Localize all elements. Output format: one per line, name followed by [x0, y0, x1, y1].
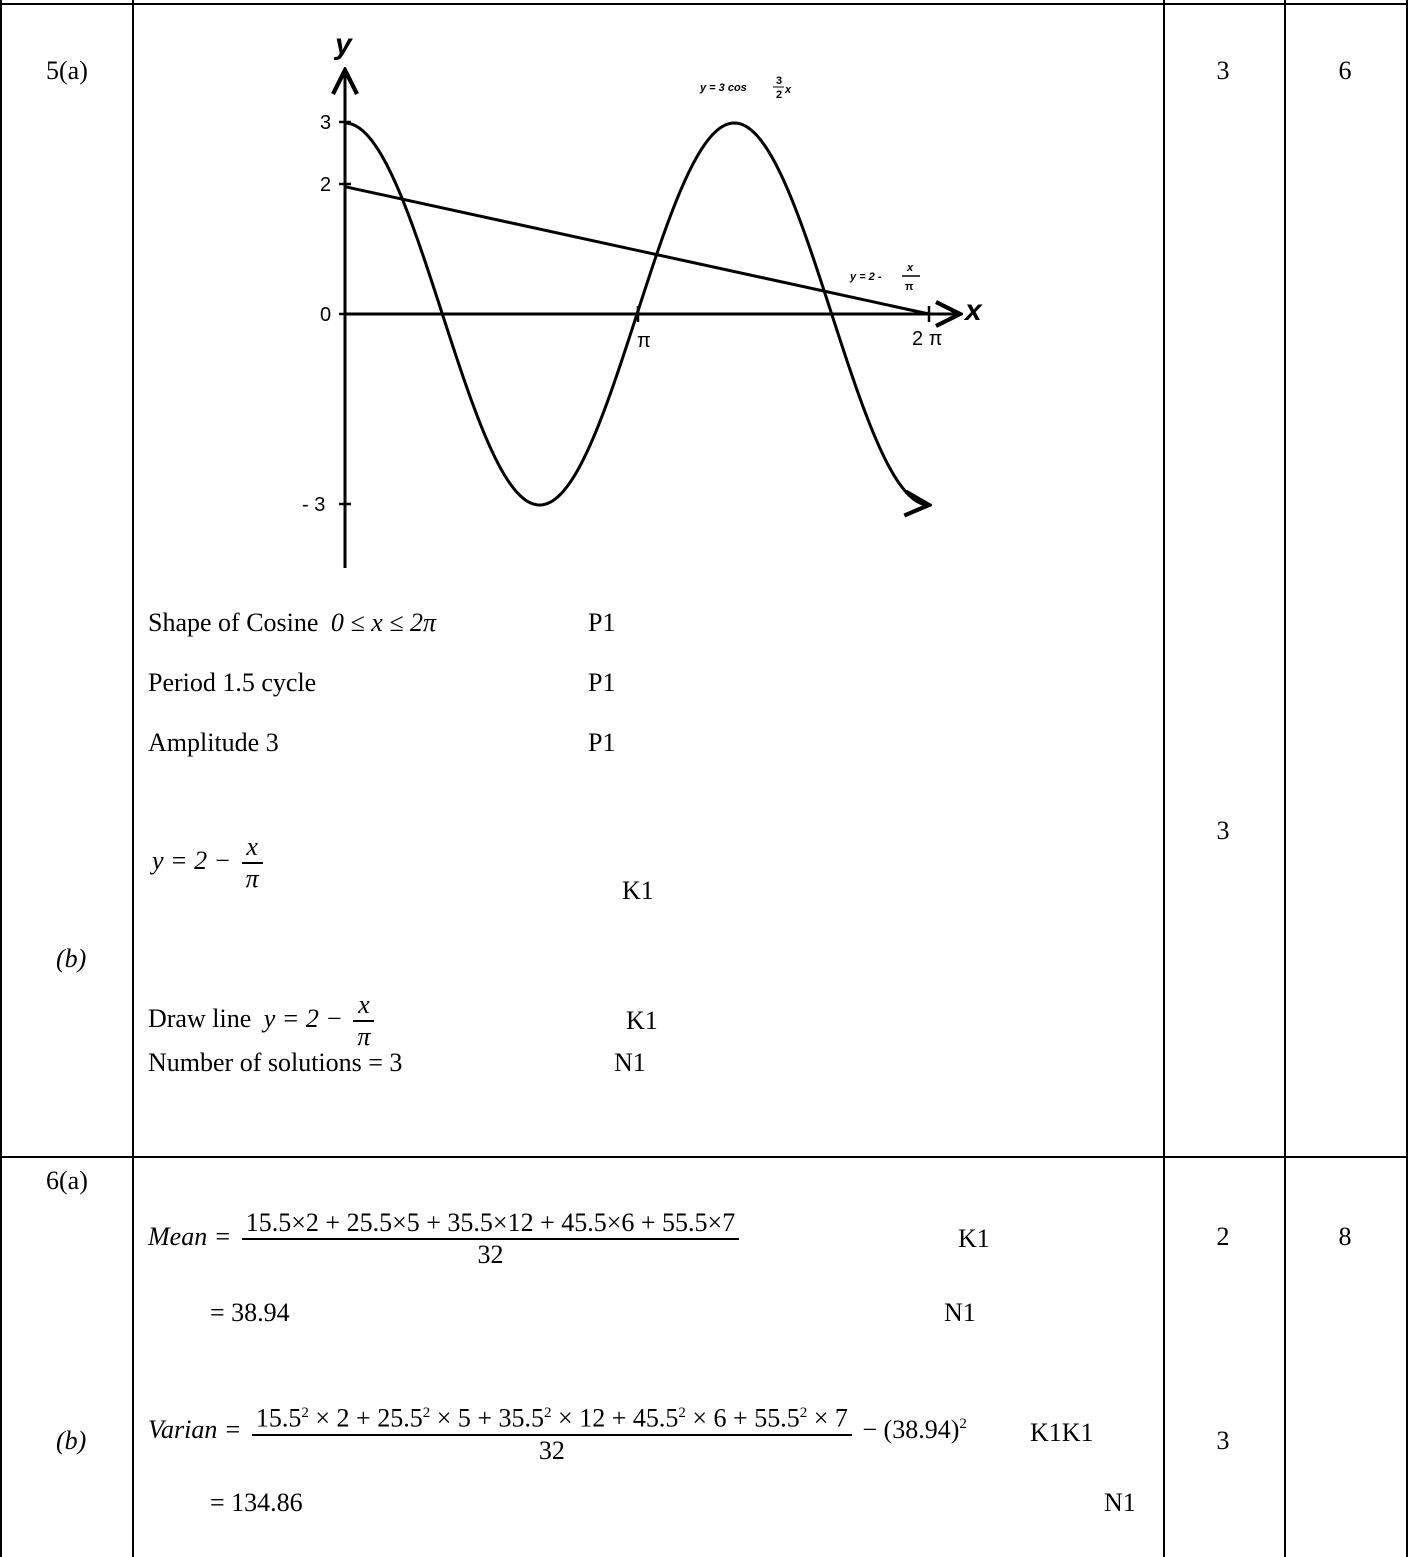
line-label: y = 2 - x π — [849, 262, 920, 293]
criterion-shape: Shape of Cosine 0 ≤ x ≤ 2π — [148, 608, 437, 637]
q5-part-b-label: (b) — [56, 944, 87, 973]
line-label-den: π — [905, 281, 914, 293]
criterion-amplitude: Amplitude 3 — [148, 728, 279, 757]
q5-marks-b: 3 — [1216, 816, 1230, 845]
tick-label-y-neg3: - 3 — [302, 494, 325, 516]
line-label-num: x — [906, 262, 914, 274]
table-border-left — [0, 0, 2, 1557]
q6-part-a-label: 6(a) — [46, 1166, 88, 1195]
term: × 6 + 55.5 — [685, 1403, 800, 1433]
line-y-2-minus-x-over-pi — [344, 185, 930, 316]
cosine-curve — [344, 121, 929, 505]
term: × 7 — [807, 1403, 848, 1433]
exponent: 2 — [301, 1405, 309, 1421]
curve-label-den: 2 — [776, 89, 782, 101]
exponent: 2 — [799, 1405, 808, 1421]
q5-marks-total: 6 — [1338, 56, 1352, 85]
q6-part-b-label: (b) — [56, 1426, 87, 1455]
mean-formula-mark: K1 — [958, 1224, 990, 1253]
q5b-solutions-mark: N1 — [614, 1048, 646, 1077]
curve-label: y = 3 cos 3 2 x — [699, 75, 792, 101]
table-column-divider-2 — [1163, 0, 1165, 1557]
q5b-equation: y = 2 − x π — [152, 832, 267, 894]
line-label-prefix: y = 2 - — [849, 271, 882, 283]
variance-fraction: 15.52 × 2 + 25.52 × 5 + 35.52 × 12 + 45.… — [251, 1398, 852, 1466]
mean-result-mark: N1 — [944, 1298, 976, 1327]
tick-label-x-2pi: 2 π — [912, 328, 942, 350]
table-border-top — [0, 3, 1408, 5]
q5b-draw-line: Draw line y = 2 − x π — [148, 990, 378, 1052]
tick-label-y-3: 3 — [320, 112, 331, 134]
variance-formula: Varian = 15.52 × 2 + 25.52 × 5 + 35.52 ×… — [148, 1398, 967, 1466]
term: 15.5 — [255, 1403, 302, 1433]
table-column-divider-1 — [132, 0, 134, 1557]
y-axis-label: y — [333, 28, 353, 61]
term: × 2 + 25.5 — [308, 1403, 423, 1433]
criterion-shape-mark: P1 — [588, 608, 616, 637]
variance-result-mark: N1 — [1104, 1488, 1136, 1517]
curve-label-var: x — [784, 84, 792, 96]
q5b-equation-mark: K1 — [622, 876, 654, 905]
q5-part-a-label: 5(a) — [46, 56, 88, 85]
term: × 5 + 35.5 — [430, 1403, 545, 1433]
curve-label-prefix: y = 3 cos — [699, 82, 747, 94]
tick-label-x-pi: π — [637, 330, 651, 352]
criterion-period: Period 1.5 cycle — [148, 668, 317, 697]
mean-fraction: 15.5×2 + 25.5×5 + 35.5×12 + 45.5×6 + 55.… — [241, 1208, 740, 1270]
curve-label-num: 3 — [776, 75, 782, 87]
mean-result: = 38.94 — [210, 1298, 290, 1327]
q5b-solutions: Number of solutions = 3 — [148, 1048, 403, 1077]
q5b-equation-fraction: x π — [241, 832, 263, 894]
criterion-amplitude-mark: P1 — [588, 728, 616, 757]
q5b-draw-mark: K1 — [626, 1006, 658, 1035]
q5-marks-a: 3 — [1216, 56, 1230, 85]
exponent: 2 — [678, 1405, 686, 1421]
q6-marks-a: 2 — [1216, 1222, 1230, 1251]
exponent: 2 — [544, 1405, 552, 1421]
variance-formula-mark: K1K1 — [1030, 1418, 1094, 1447]
table-row-divider — [0, 1156, 1408, 1158]
x-axis-label: x — [963, 294, 983, 327]
criterion-period-mark: P1 — [588, 668, 616, 697]
q5b-draw-fraction: x π — [353, 990, 375, 1052]
q6-marks-b: 3 — [1216, 1426, 1230, 1455]
trig-graph: y x 3 2 0 - 3 π 2 π y = 3 cos 3 2 x y = … — [302, 28, 983, 568]
tick-label-y-0: 0 — [320, 304, 331, 326]
table-column-divider-3 — [1284, 0, 1286, 1557]
variance-result: = 134.86 — [210, 1488, 303, 1517]
mean-formula: Mean = 15.5×2 + 25.5×5 + 35.5×12 + 45.5×… — [148, 1208, 743, 1270]
q6-marks-total: 8 — [1338, 1222, 1352, 1251]
table-border-right — [1406, 0, 1408, 1557]
tick-label-y-2: 2 — [320, 174, 331, 196]
exponent: 2 — [422, 1405, 431, 1421]
variance-numerator: 15.52 × 2 + 25.52 × 5 + 35.52 × 12 + 45.… — [252, 1398, 852, 1434]
term: × 12 + 45.5 — [551, 1403, 679, 1433]
